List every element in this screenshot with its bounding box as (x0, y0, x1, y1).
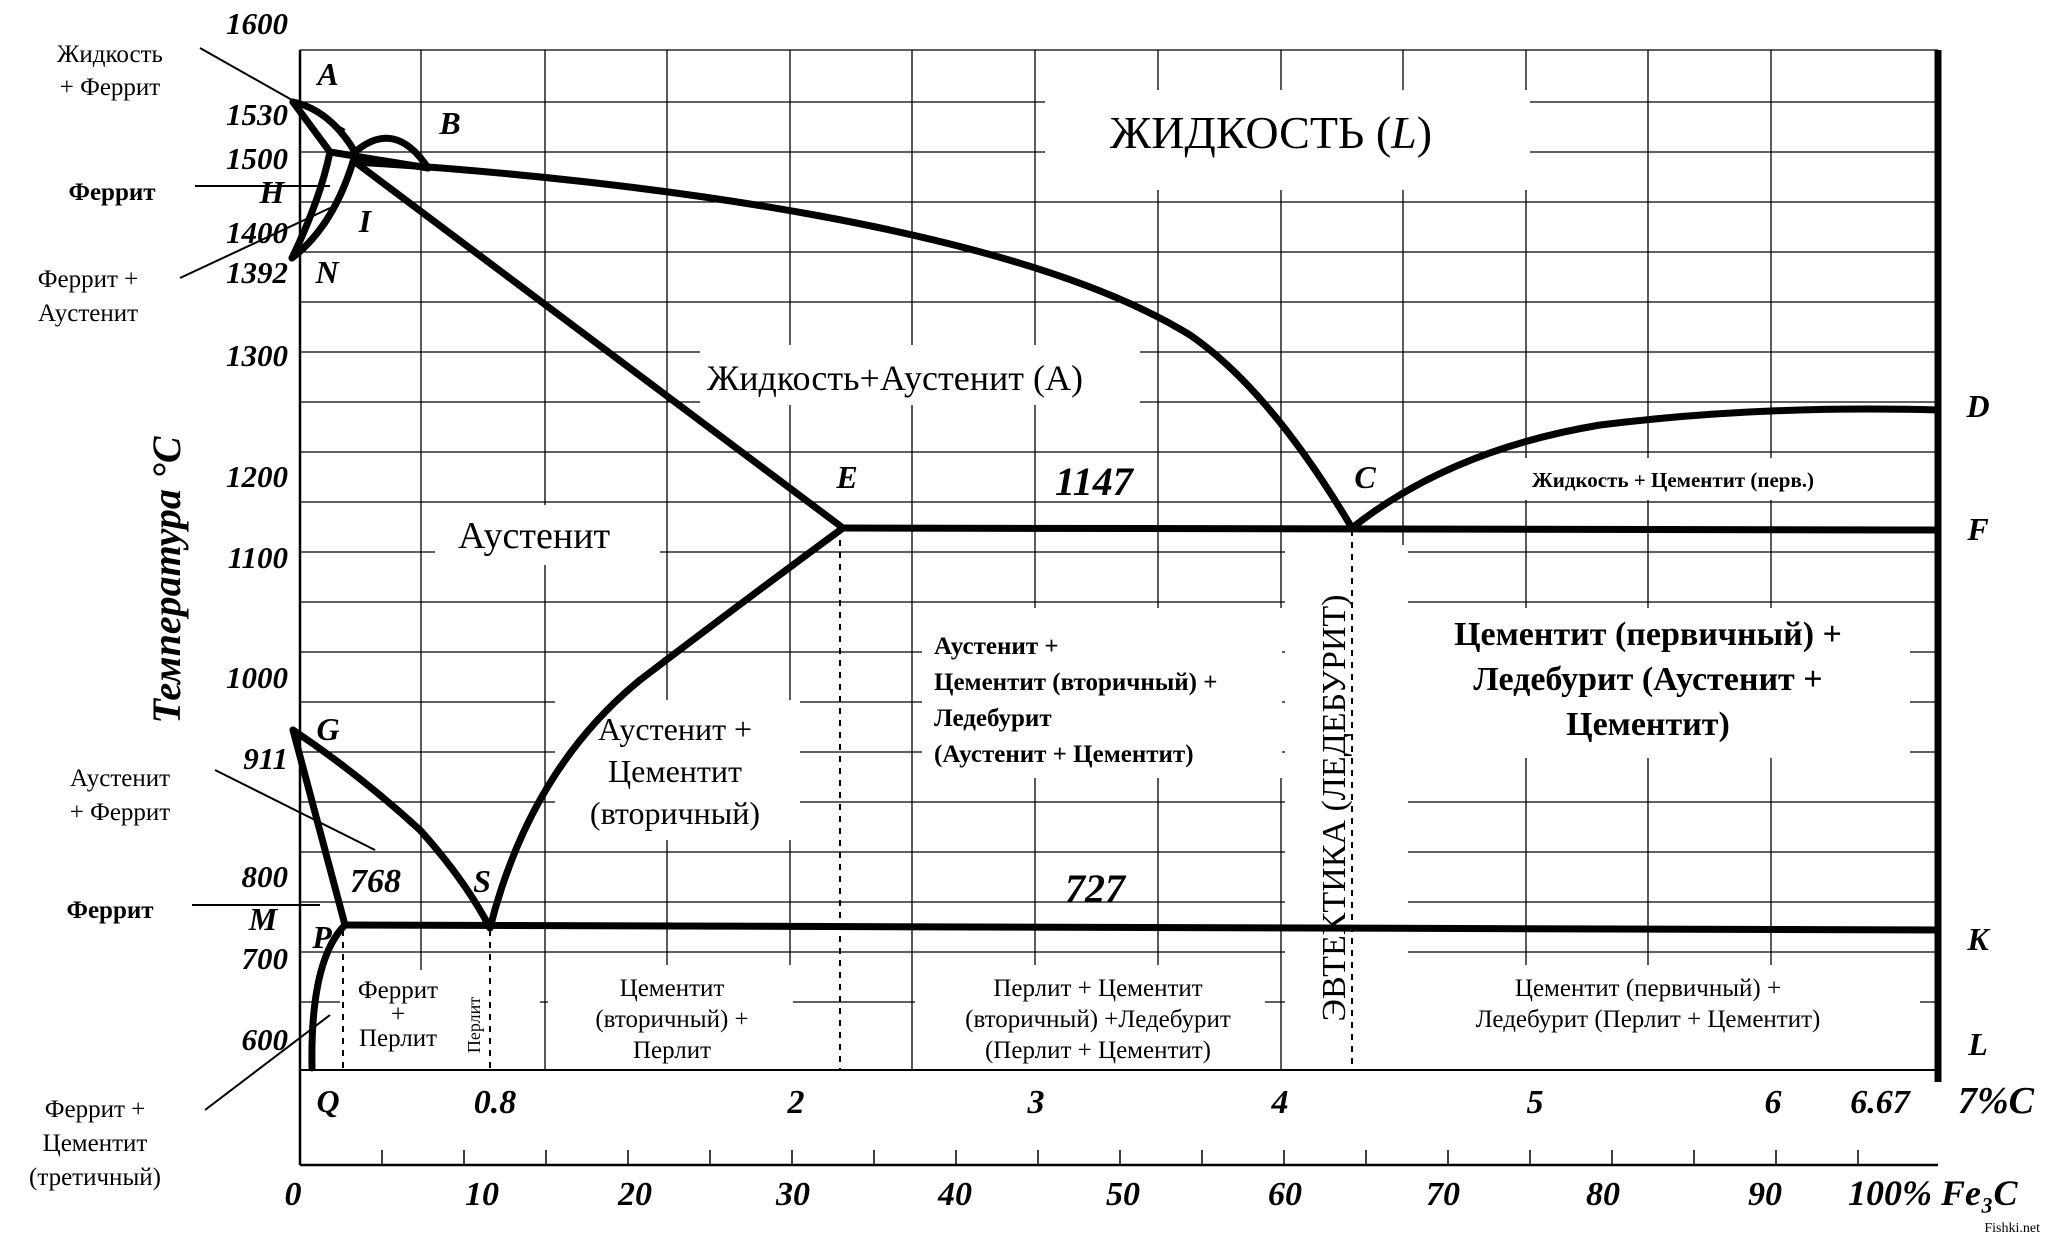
point-labels: A B H IN E C D F G S PM K L Q (248, 56, 1992, 1119)
cementite-tick-30: 30 (775, 1176, 810, 1213)
temp-tick-1100: 1100 (228, 540, 288, 575)
side-label-ferrite-top: Феррит (68, 179, 155, 206)
point-label-N: N (314, 254, 340, 290)
temp-tick-600: 600 (242, 1022, 289, 1057)
temperature-axis-title: Температура °C (144, 435, 189, 723)
liquidus-CD (1348, 405, 1942, 532)
region-austenite: Аустенит (458, 515, 611, 557)
temp-tick-1000: 1000 (226, 660, 288, 695)
point-label-B: B (438, 105, 460, 141)
side-label-ferrite-austenite: Феррит + Аустенит (38, 266, 139, 327)
region-cementite-secondary-pearlite: Цементит (вторичный) + Перлит (595, 975, 748, 1064)
cementite-tick-90: 90 (1748, 1176, 1782, 1213)
watermark: Fishki.net (1984, 1221, 2040, 1236)
temp-tick-800: 800 (242, 859, 289, 894)
cementite-tick-20: 20 (617, 1176, 652, 1213)
point-label-H: H (259, 174, 286, 210)
region-pearlite: Перлит (464, 997, 484, 1053)
carbon-tick-4: 4 (1271, 1084, 1289, 1121)
liquidus-BC (351, 158, 1356, 532)
side-label-austenite-ferrite: Аустенит + Феррит (70, 765, 171, 826)
point-label-I: I (358, 203, 373, 239)
dashed-guides (342, 528, 1353, 1070)
gamma-alpha-GP (289, 726, 349, 929)
cementite-tick-labels: 0 10 20 30 40 50 60 70 80 90 (285, 1176, 1783, 1213)
cementite-tick-0: 0 (285, 1176, 302, 1213)
temp-tick-1392: 1392 (226, 255, 288, 290)
isotherm-727: 727 (1065, 866, 1127, 911)
cementite-minor-ticks (299, 1150, 1859, 1165)
point-label-S: S (473, 863, 491, 899)
cementite-tick-70: 70 (1426, 1176, 1460, 1213)
cementite-tick-10: 10 (465, 1176, 499, 1213)
point-label-P: P (311, 919, 332, 955)
eutectoid-PSK (341, 921, 1942, 934)
temp-tick-1200: 1200 (226, 459, 288, 494)
cementite-tick-50: 50 (1106, 1176, 1140, 1213)
point-label-Q: Q (316, 1083, 339, 1119)
region-ferrite-pearlite: Феррит + Перлит (358, 977, 438, 1052)
temp-tick-1400: 1400 (226, 215, 288, 250)
cementite-tick-80: 80 (1586, 1176, 1620, 1213)
cementite-tick-60: 60 (1268, 1176, 1302, 1213)
carbon-tick-5: 5 (1527, 1084, 1544, 1121)
label-masks (340, 90, 1920, 1075)
point-label-K: K (1966, 921, 1991, 957)
eutectic-ECF (839, 524, 1942, 534)
point-label-L: L (1967, 1026, 1988, 1062)
point-label-A: A (315, 56, 338, 92)
point-label-M: M (248, 901, 279, 937)
solvus-PQ (308, 921, 349, 1072)
carbon-tick-2: 2 (787, 1084, 805, 1121)
gamma-alpha-GS (289, 726, 494, 932)
temp-tick-1600: 1600 (226, 6, 288, 41)
isotherm-1147: 1147 (1055, 459, 1135, 504)
point-label-C: C (1354, 459, 1376, 495)
region-liquid: ЖИДКОСТЬ (L) (1110, 107, 1432, 158)
point-label-E: E (835, 459, 857, 495)
cementite-axis-unit: 100% Fe₃C (1848, 1173, 2019, 1213)
region-hypereutectic-cementite-ledeburite-low: Цементит (первичный) + Ледебурит (Перлит … (1476, 975, 1821, 1033)
cementite-tick-40: 40 (937, 1176, 972, 1213)
carbon-tick-0_8: 0.8 (474, 1084, 517, 1121)
region-eutectic-band: ЭВТЕКТИКА (ЛЕДЕБУРИТ) (1316, 594, 1353, 1021)
side-label-ferrite-cementite: Феррит + Цементит (третичный) (29, 1096, 161, 1191)
temp-tick-1500: 1500 (226, 141, 288, 176)
temp-tick-911: 911 (243, 741, 288, 776)
temperature-tick-labels: 1600 1530 1500 1400 1392 1300 1200 1100 1000 911 8… (226, 6, 288, 1057)
phase-boundaries (288, 98, 1942, 1072)
solidus-IE (351, 158, 847, 532)
carbon-axis-unit: 7%C (1958, 1080, 2035, 1122)
temp-tick-1300: 1300 (226, 338, 288, 373)
leader-lines (179, 47, 376, 1111)
point-label-D: D (1965, 388, 1989, 424)
region-hypoeutectic-pearlite-ledeburite: Перлит + Цементит (вторичный) +Ледебурит(… (965, 975, 1231, 1064)
point-label-G: G (316, 711, 339, 747)
carbon-tick-6_67: 6.67 (1850, 1084, 1912, 1121)
isotherm-768: 768 (350, 863, 401, 900)
region-austenite-cementite: Аустенит + Цементит (вторичный) (590, 711, 760, 831)
temp-tick-700: 700 (242, 941, 289, 976)
region-liquid-cementite: Жидкость + Цементит (перв.) (1532, 468, 1814, 492)
side-label-ferrite-mid: Феррит (66, 897, 153, 924)
region-liquid-austenite: Жидкость+Аустенит (А) (707, 358, 1083, 398)
delta-boundary-IN (288, 151, 359, 262)
carbon-tick-6: 6 (1765, 1084, 1782, 1121)
temp-tick-1530: 1530 (226, 97, 288, 132)
point-label-F: F (1966, 511, 1988, 547)
delta-boundary-HN (288, 148, 334, 262)
side-label-liquid-ferrite: Жидкость + Феррит (57, 41, 163, 101)
region-hypoeutectic-austenite-ledeburite: Аустенит + Цементит (вторичный) + Ледебури… (934, 633, 1218, 768)
carbon-tick-labels: 0.8 2 3 4 5 6 6.67 (474, 1084, 1912, 1121)
carbon-tick-3: 3 (1027, 1084, 1045, 1121)
solvus-SE (486, 524, 847, 932)
region-hypereutectic-cementite-ledeburite: Цементит (первичный) + Ледебурит (Аустени… (1454, 616, 1842, 743)
